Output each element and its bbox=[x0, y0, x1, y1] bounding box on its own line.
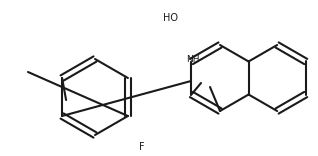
Text: HO: HO bbox=[163, 13, 178, 23]
Text: F: F bbox=[139, 142, 145, 152]
Text: NH: NH bbox=[186, 55, 200, 64]
